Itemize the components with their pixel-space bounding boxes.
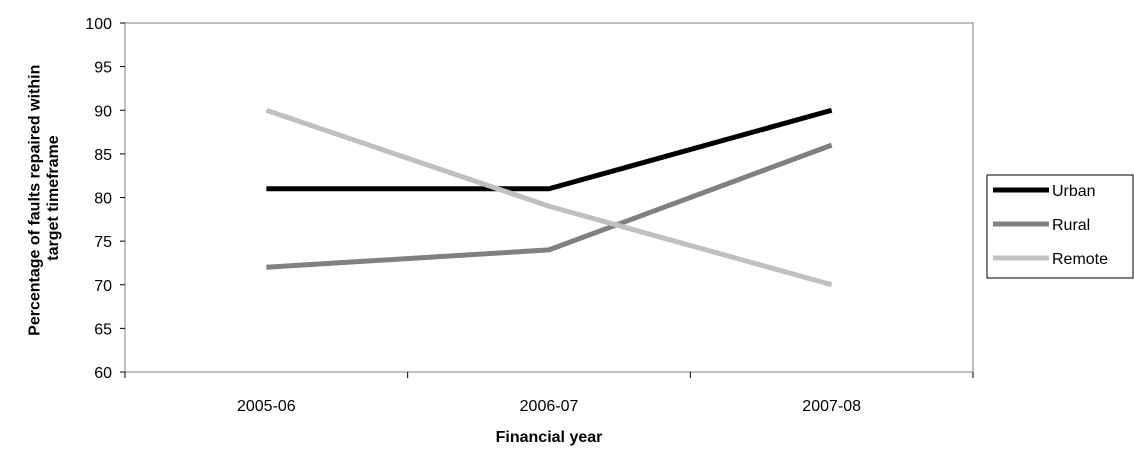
legend-label-rural: Rural: [1052, 217, 1090, 234]
plot-area: [124, 22, 974, 373]
y-tick-label: 80: [94, 191, 112, 208]
legend: Urban Rural Remote: [986, 174, 1134, 279]
legend-label-remote: Remote: [1052, 251, 1108, 268]
y-tick-label: 85: [94, 147, 112, 164]
series-line-rural: [266, 142, 833, 270]
x-tick-label: 2006-07: [520, 398, 579, 415]
x-axis: 2005-06 2006-07 2007-08: [124, 372, 974, 415]
series-line-remote: [265, 107, 833, 288]
y-tick-label: 60: [94, 365, 112, 382]
x-tick-label: 2007-08: [802, 398, 861, 415]
x-tick-label: 2005-06: [237, 398, 296, 415]
y-axis-title-line-1: Percentage of faults repaired within: [26, 65, 43, 336]
series-line-urban: [266, 107, 833, 192]
legend-label-urban: Urban: [1052, 183, 1096, 200]
y-tick-label: 90: [94, 103, 112, 120]
y-axis: 60 65 70 75 80 85 90 95 100: [85, 16, 125, 382]
y-tick-label: 70: [94, 278, 112, 295]
y-axis-title: Percentage of faults repaired within tar…: [26, 60, 61, 336]
y-axis-title-line-2: target timeframe: [45, 135, 62, 260]
series-lines: [265, 107, 833, 288]
y-tick-label: 75: [94, 234, 112, 251]
x-axis-title: Financial year: [496, 429, 603, 446]
y-tick-label: 100: [85, 16, 112, 33]
legend-items: Urban Rural Remote: [993, 183, 1108, 268]
y-tick-label: 95: [94, 60, 112, 77]
y-tick-label: 65: [94, 321, 112, 338]
